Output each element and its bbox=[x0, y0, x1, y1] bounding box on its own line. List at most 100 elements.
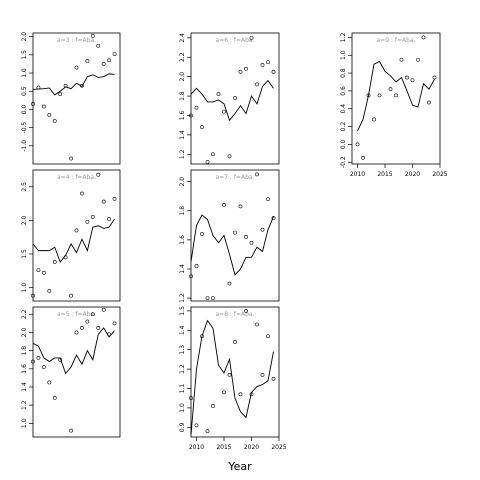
x-tick-label: 2020 bbox=[244, 444, 259, 451]
fitted-line bbox=[357, 60, 435, 132]
y-tick-label: 1.0 bbox=[21, 283, 28, 293]
y-tick-label: 2.5 bbox=[21, 182, 28, 192]
x-tick-label: 2010 bbox=[189, 444, 204, 451]
data-point bbox=[271, 376, 276, 381]
data-point bbox=[85, 59, 90, 63]
data-point bbox=[74, 228, 79, 233]
data-point bbox=[52, 396, 57, 400]
data-point bbox=[227, 154, 232, 159]
x-tick-label: 2025 bbox=[432, 171, 447, 178]
data-point bbox=[63, 83, 68, 88]
data-point bbox=[41, 104, 46, 109]
data-point bbox=[222, 109, 226, 114]
data-point bbox=[47, 112, 52, 117]
x-tick-label: 2020 bbox=[405, 171, 420, 178]
y-tick-label: 0.9 bbox=[179, 422, 186, 432]
data-point bbox=[432, 75, 437, 80]
fitted-line bbox=[190, 79, 274, 122]
data-point bbox=[205, 296, 210, 300]
panels: a=3 : f=Aba.-1.0-0.50.00.51.01.52.0 a=6 :… bbox=[21, 32, 448, 451]
data-point bbox=[266, 197, 270, 202]
x-tick-label: 2015 bbox=[377, 171, 392, 178]
y-tick-label: 1.0 bbox=[179, 403, 186, 413]
data-point bbox=[211, 404, 215, 408]
y-tick-label: 1.3 bbox=[179, 345, 186, 355]
data-point bbox=[80, 83, 84, 88]
data-point bbox=[416, 57, 420, 62]
data-point bbox=[63, 255, 68, 260]
chart-panel-5: a=7 : f=Aba. 1.2 1.4 1.6 1.8 2.0 bbox=[179, 169, 280, 303]
x-tick-label: 2010 bbox=[350, 171, 365, 178]
data-point bbox=[41, 365, 46, 369]
data-point bbox=[200, 334, 204, 339]
data-point bbox=[85, 219, 90, 224]
y-tick-label: 0.8 bbox=[340, 68, 347, 78]
data-point bbox=[31, 102, 35, 106]
y-tick-label: 1.0 bbox=[340, 50, 347, 60]
data-point bbox=[80, 191, 84, 196]
data-point bbox=[90, 215, 95, 219]
y-tick-label: 0.4 bbox=[340, 104, 347, 114]
y-tick-label: 1.6 bbox=[179, 111, 186, 121]
data-point bbox=[361, 155, 365, 160]
data-point bbox=[211, 152, 215, 157]
plot-frame bbox=[32, 32, 121, 165]
data-point bbox=[107, 217, 112, 221]
data-point bbox=[41, 270, 46, 275]
data-point bbox=[90, 312, 95, 317]
x-tick-label: 2025 bbox=[271, 444, 286, 451]
data-point bbox=[112, 321, 117, 326]
y-tick-label: 1.6 bbox=[21, 364, 28, 374]
y-tick-label: 1.4 bbox=[179, 130, 186, 140]
data-point bbox=[260, 227, 265, 232]
chart-panel-2: a=6 : f=Aba. 1.2 1.4 1.6 1.8 2.0 2.2 2.4 bbox=[179, 32, 280, 165]
data-point bbox=[211, 296, 215, 300]
y-tick-label: 1.2 bbox=[179, 149, 186, 159]
y-tick-label: 1.0 bbox=[21, 68, 28, 78]
data-point bbox=[69, 156, 73, 161]
data-point bbox=[249, 240, 254, 245]
y-tick-label: 0.5 bbox=[21, 86, 28, 96]
y-tick-label: 1.4 bbox=[179, 325, 186, 335]
y-tick-label: 1.2 bbox=[340, 33, 347, 43]
y-tick-label: 1.4 bbox=[21, 382, 28, 392]
data-point bbox=[52, 260, 57, 264]
panel-title: a=3 : f=Aba. bbox=[57, 37, 96, 44]
chart-panel-7: a=8 : f=Aba. 0.9 1.0 1.1 1.2 1.3 1.4 1.5 2010 201… bbox=[179, 306, 287, 451]
y-tick-label: 2.0 bbox=[21, 328, 28, 338]
data-point bbox=[255, 172, 259, 177]
data-point bbox=[366, 93, 371, 98]
x-axis-label: Year bbox=[227, 460, 252, 473]
data-point bbox=[249, 392, 254, 397]
data-point bbox=[260, 63, 265, 67]
data-point bbox=[238, 69, 243, 74]
data-point bbox=[69, 428, 73, 433]
data-point bbox=[266, 334, 270, 339]
data-point bbox=[96, 172, 101, 177]
data-point bbox=[80, 326, 84, 330]
y-tick-label: 1.2 bbox=[21, 400, 28, 410]
y-tick-label: 1.8 bbox=[179, 206, 186, 216]
data-point bbox=[410, 78, 415, 83]
y-tick-label: 1.8 bbox=[21, 346, 28, 356]
plot-frame bbox=[32, 169, 121, 302]
data-point bbox=[399, 57, 404, 62]
y-tick-label: 0.0 bbox=[21, 104, 28, 114]
data-point bbox=[194, 264, 199, 268]
data-point bbox=[233, 96, 237, 100]
y-tick-label: -0.2 bbox=[340, 156, 347, 168]
y-tick-label: 1.5 bbox=[21, 50, 28, 60]
data-point bbox=[47, 380, 52, 385]
plot-frame bbox=[190, 306, 280, 438]
data-point bbox=[52, 119, 57, 123]
data-point bbox=[36, 356, 41, 360]
data-point bbox=[394, 93, 398, 98]
data-point bbox=[249, 35, 254, 40]
data-point bbox=[238, 204, 243, 209]
data-point bbox=[58, 92, 63, 97]
data-point bbox=[405, 75, 409, 80]
data-point bbox=[238, 392, 243, 397]
data-point bbox=[205, 429, 210, 434]
chart-panel-4: a=4 : f=Aba. 1.0 1.5 2.0 2.5 bbox=[21, 169, 121, 302]
